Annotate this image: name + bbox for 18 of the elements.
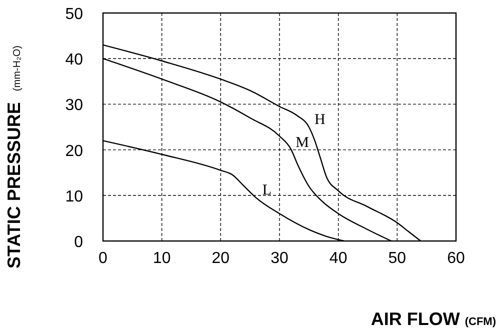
series-label: H	[314, 112, 326, 128]
x-tick-label: 10	[152, 250, 171, 267]
y-tick-label: 50	[65, 6, 84, 23]
x-tick-label: 40	[329, 250, 348, 267]
y-tick-label: 0	[74, 234, 84, 251]
x-tick-label: 30	[270, 250, 288, 267]
series-label: L	[262, 182, 272, 199]
x-tick-label: 0	[98, 250, 108, 267]
x-tick-label: 50	[388, 250, 406, 267]
series-label: M	[296, 134, 309, 151]
x-tick-label: 20	[212, 250, 230, 267]
y-tick-label: 40	[65, 52, 84, 69]
y-tick-label: 10	[65, 188, 84, 206]
y-tick-label: 20	[65, 142, 84, 160]
x-tick-label: 60	[447, 250, 465, 267]
x-axis-title: AIR FLOW (CFM)	[370, 309, 496, 329]
y-axis-title: STATIC PRESSURE (mm-H₂O)	[4, 46, 24, 268]
y-tick-label: 30	[65, 97, 84, 114]
